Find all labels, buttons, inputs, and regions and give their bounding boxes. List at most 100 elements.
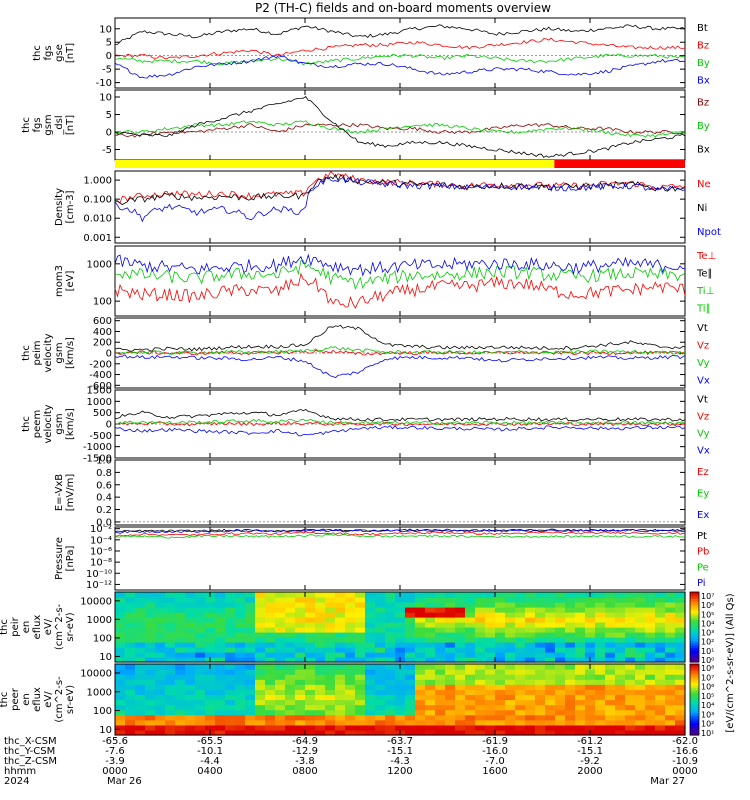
spectrogram-cell: [225, 699, 236, 706]
spectrogram-cell: [235, 679, 246, 685]
spectrogram-cell: [665, 729, 676, 736]
spectrogram-cell: [605, 622, 616, 628]
spectrogram-cell: [435, 694, 446, 701]
spectrogram-cell: [575, 674, 586, 680]
legend-entry: Ti⊥: [696, 286, 714, 297]
spectrogram-cell: [535, 652, 546, 658]
spectrogram-cell: [495, 592, 506, 598]
spectrogram-cell: [215, 627, 226, 633]
spectrogram-cell: [275, 684, 286, 690]
spectrogram-cell: [185, 684, 196, 690]
spectrogram-cell: [535, 729, 546, 736]
spectrogram-cell: [135, 612, 146, 618]
spectrogram-cell: [675, 637, 686, 643]
spectrogram-cell: [465, 729, 476, 736]
spectrogram-cell: [635, 637, 646, 643]
spectrogram-cell: [125, 622, 136, 628]
spectrogram-cell: [375, 704, 386, 711]
spectrogram-cell: [135, 684, 146, 690]
spectrogram-cell: [345, 699, 356, 706]
x-axis-value: 0000: [672, 766, 697, 777]
spectrogram-cell: [625, 592, 636, 598]
spectrogram-cell: [145, 607, 156, 613]
spectrogram-cell: [545, 664, 556, 670]
spectrogram-cell: [625, 719, 636, 726]
spectrogram-cell: [655, 622, 666, 628]
spectrogram-cell: [605, 664, 616, 670]
spectrogram-cell: [615, 729, 626, 736]
spectrogram-cell: [275, 669, 286, 675]
spectrogram-cell: [425, 704, 436, 711]
y-tick-label: 5: [106, 110, 112, 121]
spectrogram-cell: [245, 684, 256, 690]
spectrogram-cell: [565, 729, 576, 736]
spectrogram-cell: [435, 709, 446, 716]
y-tick-label: 0.010: [83, 214, 112, 225]
spectrogram-cell: [275, 652, 286, 658]
spectrogram-cell: [375, 627, 386, 633]
spectrogram-cell: [265, 657, 276, 663]
spectrogram-cell: [555, 612, 566, 618]
y-axis-label: peem: [32, 410, 43, 438]
spectrogram-cell: [395, 622, 406, 628]
spectrogram-cell: [195, 729, 206, 736]
spectrogram-cell: [195, 699, 206, 706]
spectrogram-cell: [575, 724, 586, 731]
y-axis-label: thc: [21, 117, 32, 133]
spectrogram-cell: [135, 689, 146, 696]
spectrogram-cell: [415, 684, 426, 690]
spectrogram-cell: [435, 607, 446, 613]
spectrogram-cell: [135, 679, 146, 685]
spectrogram-cell: [125, 647, 136, 653]
x-axis-value: -16.0: [482, 746, 508, 757]
spectrogram-cell: [535, 612, 546, 618]
spectrogram-cell: [325, 617, 336, 623]
spectrogram-cell: [535, 684, 546, 690]
spectrogram-cell: [315, 657, 326, 663]
spectrogram-cell: [325, 627, 336, 633]
spectrogram-cell: [445, 652, 456, 658]
spectrogram-cell: [375, 669, 386, 675]
spectrogram-cell: [155, 679, 166, 685]
spectrogram-cell: [345, 657, 356, 663]
spectrogram-cell: [265, 714, 276, 721]
spectrogram-cell: [665, 617, 676, 623]
spectrogram-cell: [305, 714, 316, 721]
spectrogram-cell: [265, 729, 276, 736]
panel-frame: [114, 17, 686, 89]
spectrogram-cell: [465, 642, 476, 648]
spectrogram-cell: [135, 627, 146, 633]
spectrogram-cell: [565, 602, 576, 608]
spectrogram-cell: [275, 647, 286, 653]
spectrogram-cell: [415, 602, 426, 608]
spectrogram-cell: [405, 602, 416, 608]
spectrogram-cell: [615, 622, 626, 628]
spectrogram-cell: [215, 689, 226, 696]
y-tick-label: 1500: [87, 386, 112, 397]
spectrogram-cell: [345, 627, 356, 633]
spectrogram-cell: [585, 632, 596, 638]
spectrogram-cell: [205, 597, 216, 603]
spectrogram-cell: [345, 674, 356, 680]
colorbar-cell: [690, 699, 699, 703]
spectrogram-cell: [145, 694, 156, 701]
spectrogram-cell: [635, 632, 646, 638]
spectrogram-cell: [275, 714, 286, 721]
spectrogram-cell: [215, 652, 226, 658]
spectrogram-cell: [415, 679, 426, 685]
legend-entry: Vy: [697, 429, 710, 440]
spectrogram-cell: [595, 597, 606, 603]
x-axis-value: -15.1: [577, 746, 603, 757]
spectrogram-cell: [265, 592, 276, 598]
spectrogram-cell: [595, 637, 606, 643]
spectrogram-cell: [455, 729, 466, 736]
spectrogram-cell: [635, 622, 646, 628]
spectrogram-cell: [155, 729, 166, 736]
spectrogram-cell: [625, 694, 636, 701]
spectrogram-cell: [145, 657, 156, 663]
spectrogram-cell: [175, 729, 186, 736]
spectrogram-cell: [595, 652, 606, 658]
legend-entry: Vz: [697, 412, 709, 423]
spectrogram-cell: [505, 627, 516, 633]
spectrogram-cell: [445, 694, 456, 701]
